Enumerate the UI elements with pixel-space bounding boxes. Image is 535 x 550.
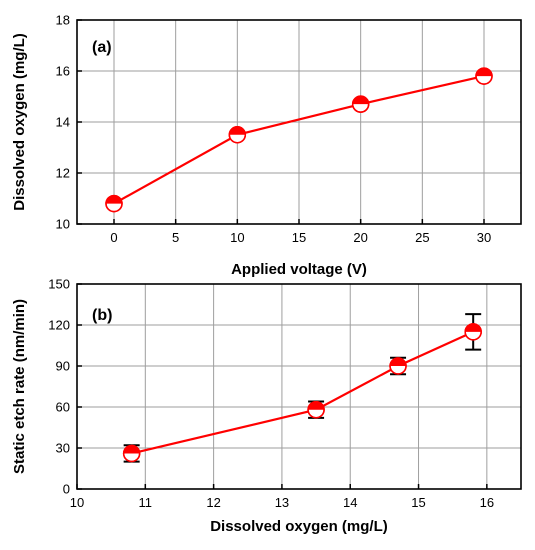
marker-top-half — [308, 401, 325, 410]
x-tick-label: 30 — [477, 230, 491, 245]
y-tick-label: 12 — [56, 166, 70, 181]
data-point-marker — [475, 67, 493, 85]
marker-outline — [122, 444, 141, 463]
y-axis-title-b: Static etch rate (nm/min) — [11, 299, 28, 474]
y-tick-label: 0 — [63, 482, 70, 497]
marker-top-half — [352, 96, 369, 105]
ticks-a: 0 5 10 15 20 25 30 10 12 14 16 18 — [56, 13, 492, 246]
x-axis-title-a: Applied voltage (V) — [231, 261, 367, 278]
x-tick-label: 11 — [139, 495, 153, 510]
y-tick-label: 60 — [56, 400, 70, 415]
marker-top-half — [229, 126, 246, 135]
marker-top-half — [476, 68, 492, 77]
data-point-marker — [105, 194, 123, 213]
y-tick-label: 120 — [48, 318, 70, 333]
marker-top-half — [465, 323, 482, 332]
data-point-marker — [122, 444, 141, 463]
series-b — [122, 313, 482, 463]
data-point-marker — [351, 95, 370, 113]
ticks-b: 10 11 12 13 14 15 16 0 30 60 90 120 150 — [48, 277, 494, 511]
marker-outline — [351, 95, 370, 113]
y-tick-label: 18 — [56, 13, 70, 28]
grid-a — [77, 19, 521, 225]
data-point-marker — [389, 357, 407, 375]
marker-outline — [464, 323, 482, 341]
y-tick-label: 150 — [48, 277, 70, 292]
marker-outline — [389, 357, 407, 375]
data-point-marker — [228, 126, 247, 144]
x-tick-label: 10 — [230, 230, 244, 245]
x-tick-label: 13 — [275, 495, 289, 510]
series-a — [105, 67, 493, 213]
plot-frame-b — [76, 283, 522, 490]
y-tick-label: 30 — [56, 441, 70, 456]
data-point-marker — [307, 400, 325, 419]
x-tick-label: 25 — [415, 230, 429, 245]
y-tick-label: 16 — [56, 64, 70, 79]
plot-frame-a — [76, 19, 522, 225]
x-tick-label: 5 — [172, 230, 179, 245]
marker-top-half — [123, 445, 140, 454]
y-tick-label: 10 — [56, 217, 70, 232]
panel-b: 10 11 12 13 14 15 16 0 30 60 90 120 150 (b) Dissolve… — [11, 277, 522, 535]
series-line — [113, 75, 485, 205]
marker-top-half — [390, 358, 407, 366]
panel-label-a: (a) — [92, 39, 112, 56]
x-tick-label: 16 — [480, 495, 494, 510]
y-tick-label: 90 — [56, 359, 70, 374]
x-tick-label: 15 — [292, 230, 306, 245]
data-point-marker — [464, 323, 482, 341]
x-tick-label: 20 — [353, 230, 367, 245]
marker-outline — [475, 67, 493, 85]
marker-outline — [228, 126, 247, 144]
panel-a: 0 5 10 15 20 25 30 10 12 14 16 18 (a) Applied volta… — [11, 13, 522, 278]
x-tick-label: 14 — [343, 495, 357, 510]
marker-outline — [105, 194, 123, 213]
y-tick-label: 14 — [56, 115, 70, 130]
x-axis-title-b: Dissolved oxygen (mg/L) — [210, 518, 388, 535]
x-tick-label: 15 — [411, 495, 425, 510]
x-tick-label: 12 — [206, 495, 220, 510]
marker-top-half — [106, 195, 122, 204]
x-tick-label: 10 — [70, 495, 84, 510]
grid-b — [76, 283, 521, 490]
marker-outline — [307, 400, 325, 419]
x-tick-label: 0 — [110, 230, 117, 245]
panel-label-b: (b) — [92, 307, 112, 324]
y-axis-title-a: Dissolved oxygen (mg/L) — [11, 33, 28, 211]
series-line — [131, 330, 474, 455]
